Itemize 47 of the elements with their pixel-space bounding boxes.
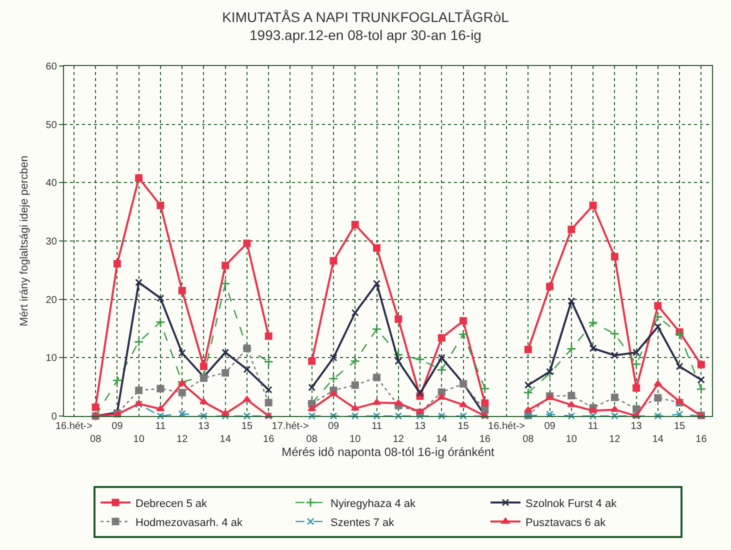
legend-label: Szolnok Furst 4 ak <box>526 498 618 510</box>
x-tick-label: 15 <box>674 421 686 432</box>
x-tick-label: 14 <box>220 434 232 446</box>
x-tick-label: 11 <box>588 421 599 432</box>
x-tick-label: 10 <box>133 434 145 446</box>
x-tick-label: 15 <box>241 421 253 432</box>
x-tick-label: 16 <box>479 434 491 446</box>
x-tick-label: 12 <box>392 434 404 446</box>
y-tick-label: 30 <box>46 236 58 248</box>
y-tick-label: 60 <box>46 62 58 72</box>
x-tick-label: 11 <box>372 421 382 432</box>
chart-subtitle: 1993.apr.12-en 08-tol apr 30-an 16-ig <box>250 27 482 44</box>
x-tick-label: 13 <box>198 421 210 432</box>
x-tick-label: 08 <box>306 434 318 446</box>
y-tick-label: 20 <box>46 294 58 306</box>
y-tick-label: 0 <box>51 412 58 422</box>
x-tick-label: 16 <box>263 434 275 446</box>
x-tick-label: 08 <box>90 434 102 446</box>
y-tick-label: 50 <box>46 120 58 131</box>
x-tick-label: 10 <box>350 434 362 446</box>
x-tick-label: 08 <box>522 434 534 446</box>
x-tick-label: 12 <box>176 434 188 446</box>
legend-label: Nyiregyhaza 4 ak <box>330 498 416 510</box>
x-tick-label: 14 <box>652 434 664 446</box>
x-tick-label: 09 <box>328 421 340 432</box>
x-tick-label: 14 <box>436 434 448 446</box>
x-tick-label: 16.hét-> <box>55 421 93 432</box>
x-tick-label: 09 <box>544 421 556 432</box>
x-tick-label: 09 <box>112 421 124 432</box>
x-tick-label: 17.hét-> <box>272 421 309 432</box>
x-tick-label: 10 <box>566 434 578 446</box>
legend-label: Hodmezovasarh. 4 ak <box>136 516 243 529</box>
y-axis-title: Mért irány foglaltsági ideje percben <box>18 156 30 326</box>
x-tick-label: 13 <box>630 421 642 432</box>
x-tick-label: 11 <box>155 421 166 432</box>
x-axis-title: Mérés idô naponta 08-tól 16-ig óránként <box>282 445 496 460</box>
y-tick-label: 40 <box>46 178 58 190</box>
x-tick-label: 13 <box>414 421 426 432</box>
chart-title: KIMUTATÅS A NAPI TRUNKFOGLALTÅGRòL <box>222 9 510 25</box>
y-tick-label: 10 <box>46 353 58 364</box>
x-tick-label: 15 <box>458 421 470 432</box>
legend-label: Debrecen 5 ak <box>136 498 208 510</box>
legend-label: Pusztavacs 6 ak <box>526 516 606 529</box>
x-tick-label: 12 <box>609 434 621 446</box>
x-tick-label: 16 <box>696 434 708 446</box>
x-tick-label: 16.hét-> <box>488 421 526 432</box>
legend-label: Szentes 7 ak <box>330 516 395 529</box>
